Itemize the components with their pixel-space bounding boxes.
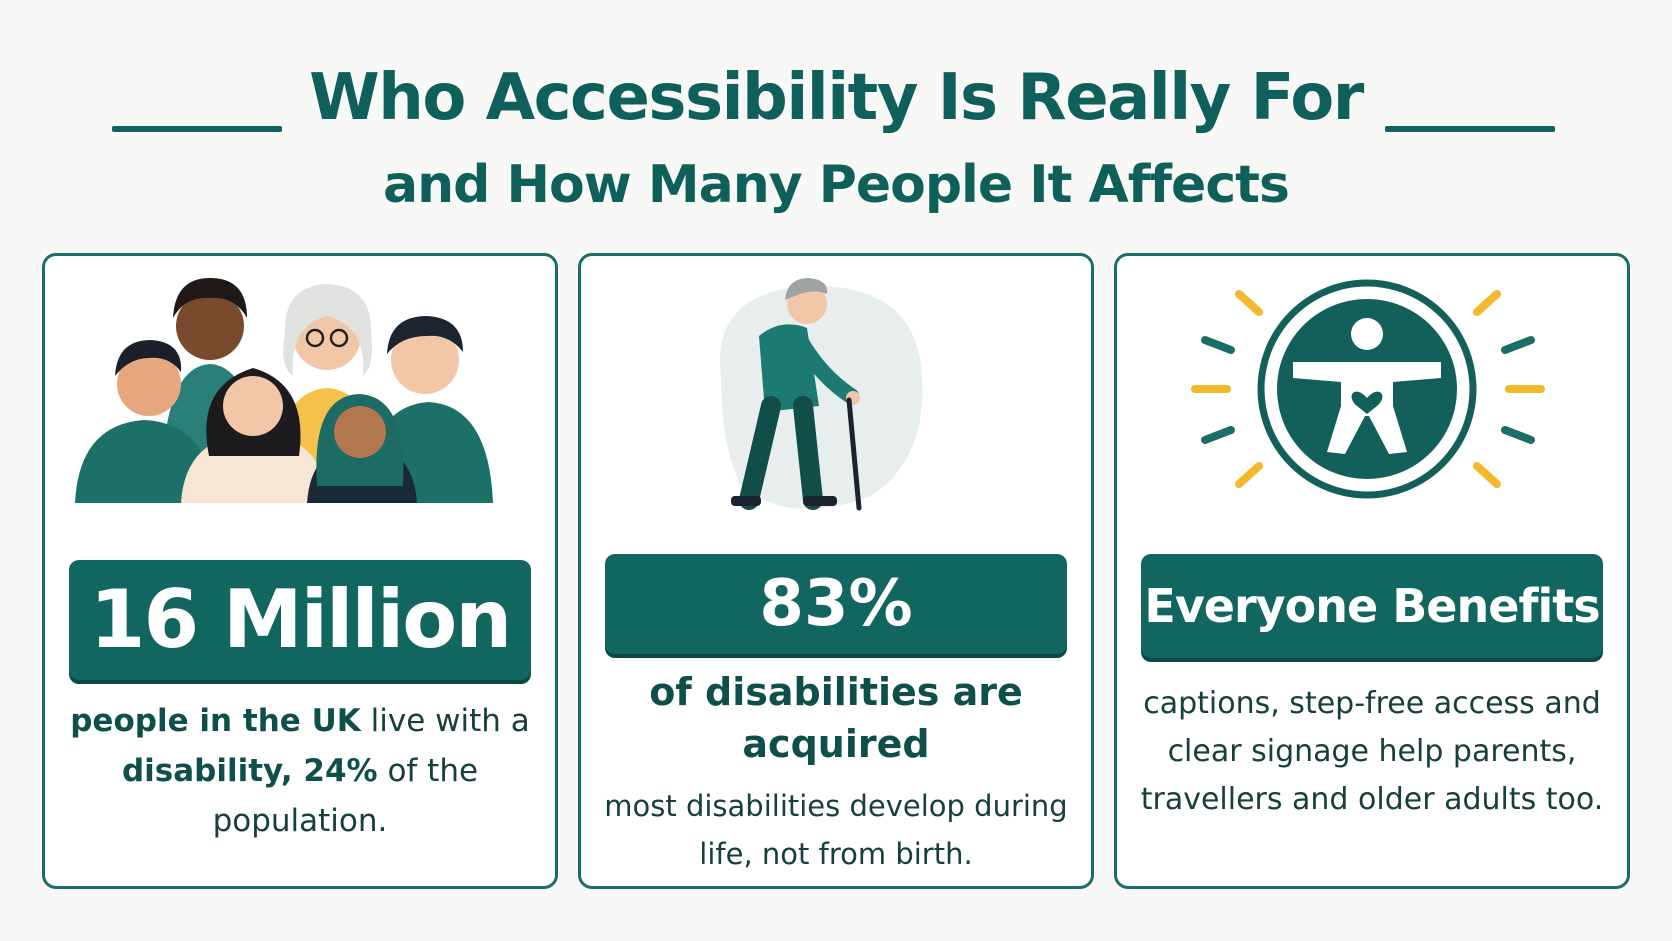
older-man-cane-illustration: [720, 278, 923, 511]
card-people: 16 Million people in the UK live with a …: [42, 253, 558, 889]
stat-badge-83-percent: 83%: [605, 554, 1067, 654]
person-hijab-woman: [307, 394, 417, 503]
card-everyone-description: captions, step-free access and clear sig…: [1140, 686, 1604, 817]
stat-badge-everyone-benefits: Everyone Benefits: [1141, 554, 1603, 658]
desc-text-live-with: live with a: [360, 703, 530, 739]
title-left-rule: [112, 126, 282, 132]
card-acquired-lead: of disabilities are acquired: [649, 670, 1023, 766]
desc-bold-people: people in the UK: [70, 703, 361, 739]
desc-text-population: of the population.: [212, 753, 479, 839]
card-acquired-description: most disabilities develop during life, n…: [604, 789, 1068, 871]
card-acquired: 83% of disabilities are acquired most di…: [578, 253, 1094, 889]
accessibility-icon: [1191, 279, 1545, 499]
person-young-man: [75, 340, 213, 503]
title-row: Who Accessibility Is Really For: [0, 58, 1672, 138]
title-right-rule: [1385, 126, 1555, 132]
person-young-woman: [181, 368, 327, 503]
card-people-description: people in the UK live with a disability,…: [65, 696, 535, 846]
diverse-group-illustration: [75, 278, 493, 503]
desc-bold-disability: disability, 24%: [121, 753, 378, 789]
page-title: Who Accessibility Is Really For: [309, 61, 1364, 135]
page-subtitle: and How Many People It Affects: [383, 155, 1290, 215]
stat-badge-16-million: 16 Million: [69, 560, 531, 680]
card-everyone: Everyone Benefits captions, step-free ac…: [1114, 253, 1630, 889]
